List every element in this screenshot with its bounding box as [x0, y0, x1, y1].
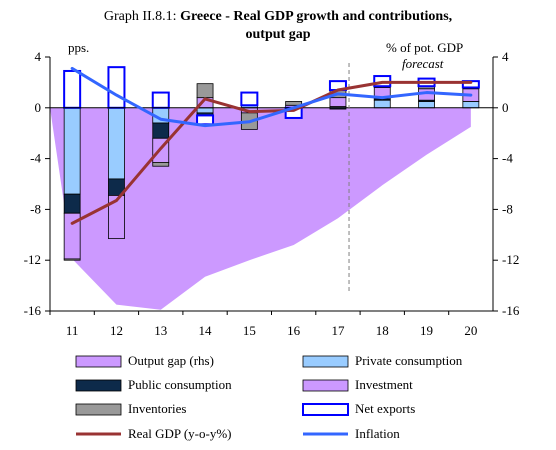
y-tick-label-left: -12 [24, 252, 41, 267]
y-tick-label-left: 0 [35, 100, 42, 115]
bar-private-consumption [108, 107, 125, 180]
y-tick-label-right: -12 [502, 252, 519, 267]
bar-private-consumption [196, 107, 214, 114]
bar-public-consumption [63, 193, 81, 214]
legend-item-net-exports: Net exports [302, 401, 415, 416]
x-tick-label: 13 [154, 323, 167, 338]
y-tick-label-right: 4 [502, 49, 509, 64]
x-tick-label: 15 [243, 323, 256, 338]
y-tick-label-right: -8 [502, 201, 513, 216]
legend: Output gap (rhs) Private consumption Publi… [75, 353, 463, 441]
y-axis-left-label: pps. [68, 40, 89, 55]
chart-title-line1: Graph II.8.1: Greece - Real GDP growth a… [104, 9, 452, 24]
y-axis-right-label: % of pot. GDP [386, 40, 463, 55]
legend-item-investment: Investment [302, 377, 413, 392]
x-tick-label: 11 [66, 323, 79, 338]
legend-item-inventories-label: Inventories [128, 401, 186, 416]
bar-private-consumption [418, 101, 435, 109]
legend-item-investment-label: Investment [355, 377, 413, 392]
x-tick-label: 19 [420, 323, 433, 338]
legend-item-inflation-label: Inflation [355, 426, 400, 441]
y-tick-label-left: -16 [24, 303, 42, 318]
bar-private-consumption [63, 107, 81, 195]
x-tick-label: 16 [287, 323, 301, 338]
x-tick-label: 14 [199, 323, 213, 338]
bar-private-consumption [462, 101, 480, 109]
legend-item-output-gap-swatch [75, 355, 122, 368]
legend-item-private-consumption-label: Private consumption [355, 353, 463, 368]
legend-item-inventories-swatch [75, 403, 122, 416]
legend-item-public-consumption-swatch [75, 379, 122, 392]
chart-title-main: Greece - Real GDP growth and contributio… [180, 9, 452, 24]
x-tick-label: 12 [110, 323, 123, 338]
y-tick-label-left: -4 [30, 151, 41, 166]
x-tick-label: 18 [376, 323, 389, 338]
legend-item-net-exports-label: Net exports [355, 401, 415, 416]
x-tick-label: 17 [331, 323, 345, 338]
legend-item-public-consumption-label: Public consumption [128, 377, 232, 392]
legend-item-output-gap-label: Output gap (rhs) [128, 353, 214, 368]
forecast-label: forecast [402, 56, 444, 71]
x-tick-label: 20 [464, 323, 477, 338]
legend-item-net-exports-swatch [302, 403, 349, 416]
legend-item-real-gdp-label: Real GDP (y-o-y%) [128, 426, 232, 441]
plot-area: -16 -16 -12 -12 -8 -8 -4 -4 0 0 4 4 11 12 13 14 15 16 17 18… [24, 49, 520, 338]
legend-item-public-consumption: Public consumption [75, 377, 232, 392]
legend-item-private-consumption-swatch [302, 355, 349, 368]
legend-item-private-consumption: Private consumption [302, 353, 463, 368]
bar-inventories [63, 258, 81, 261]
chart-title-prefix: Graph II.8.1: [104, 9, 177, 24]
line-inflation [70, 66, 473, 128]
line-real-gdp [70, 80, 473, 225]
y-tick-label-right: 0 [502, 100, 509, 115]
bar-investment [329, 97, 347, 107]
chart-title-line2: output gap [246, 27, 311, 42]
bar-inventories [285, 101, 303, 106]
bar-inventories [196, 83, 214, 99]
y-tick-label-right: -4 [502, 151, 513, 166]
legend-item-investment-swatch [302, 379, 349, 392]
bar-net-exports [107, 66, 126, 109]
y-tick-label-left: -8 [30, 201, 41, 216]
legend-item-output-gap: Output gap (rhs) [75, 353, 214, 368]
y-tick-label-left: 4 [35, 49, 42, 64]
bar-investment [108, 195, 125, 240]
bar-inventories [152, 162, 170, 167]
bar-public-consumption [152, 122, 170, 139]
legend-item-inflation: Inflation [303, 426, 400, 441]
bar-net-exports [196, 114, 215, 126]
bar-net-exports [151, 91, 170, 109]
legend-item-inventories: Inventories [75, 401, 186, 416]
bar-private-consumption [373, 99, 391, 109]
bar-net-exports [63, 69, 82, 109]
legend-item-real-gdp: Real GDP (y-o-y%) [76, 426, 232, 441]
bar-net-exports [240, 91, 259, 107]
y-tick-label-right: -16 [502, 303, 520, 318]
